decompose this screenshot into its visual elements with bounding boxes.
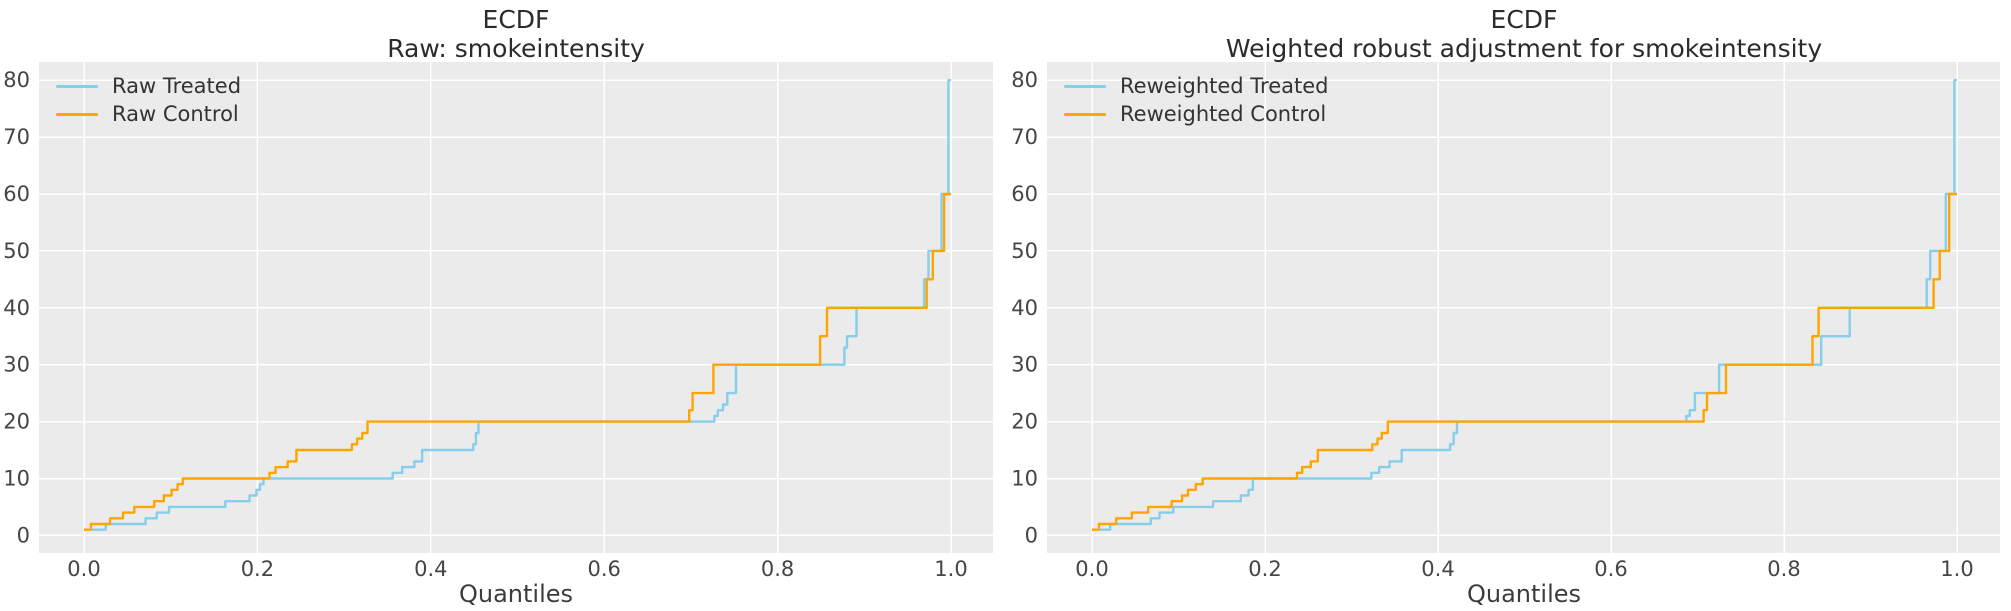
- legend-label-raw-control: Raw Control: [112, 102, 239, 126]
- y-tick-label: 20: [1011, 410, 1038, 434]
- legend-swatch-reweighted-control: [1064, 112, 1106, 116]
- left-chart-title: ECDF: [482, 5, 550, 34]
- legend-label-reweighted-control: Reweighted Control: [1120, 102, 1327, 126]
- x-tick-label: 0.0: [1075, 557, 1108, 581]
- legend-item-reweighted-control: Reweighted Control: [1064, 100, 1328, 128]
- x-tick-label: 0.6: [1594, 557, 1627, 581]
- raw-treated-line: [84, 79, 951, 531]
- right-chart-title: ECDF: [1490, 5, 1558, 34]
- y-tick-label: 50: [1011, 239, 1038, 263]
- x-tick-label: 1.0: [1940, 557, 1973, 581]
- left-chart-subtitle: Raw: smokeintensity: [387, 34, 645, 63]
- x-tick-label: 0.2: [1248, 557, 1281, 581]
- right-chart-legend: Reweighted Treated Reweighted Control: [1064, 72, 1328, 128]
- raw-control-line: [84, 192, 951, 531]
- y-tick-label: 30: [3, 353, 30, 377]
- reweighted-control-line: [1092, 192, 1957, 531]
- x-tick-label: 0.4: [1421, 557, 1454, 581]
- y-tick-label: 50: [3, 239, 30, 263]
- x-tick-label: 0.4: [414, 557, 447, 581]
- y-tick-label: 80: [3, 68, 30, 92]
- y-tick-label: 70: [3, 125, 30, 149]
- x-tick-label: 0.0: [67, 557, 100, 581]
- right-x-axis-label: Quantiles: [1466, 580, 1582, 608]
- left-chart-title-block: ECDF Raw: smokeintensity: [66, 5, 966, 63]
- y-tick-label: 20: [3, 410, 30, 434]
- y-tick-label: 60: [3, 182, 30, 206]
- legend-item-raw-control: Raw Control: [56, 100, 241, 128]
- y-tick-label: 60: [1011, 182, 1038, 206]
- legend-swatch-raw-treated: [56, 84, 98, 88]
- x-tick-label: 0.8: [1767, 557, 1800, 581]
- y-tick-label: 40: [1011, 296, 1038, 320]
- left-chart: 0.0 0.2 0.4 0.6 0.8 1.0 0 10 20 30 40 50 60 70 80: [3, 62, 993, 581]
- x-tick-label: 1.0: [934, 557, 967, 581]
- x-tick-label: 0.6: [587, 557, 620, 581]
- y-tick-label: 40: [3, 296, 30, 320]
- legend-swatch-raw-control: [56, 112, 98, 116]
- legend-label-raw-treated: Raw Treated: [112, 74, 242, 98]
- y-tick-label: 0: [17, 523, 30, 547]
- y-tick-label: 10: [1011, 467, 1038, 491]
- legend-item-reweighted-treated: Reweighted Treated: [1064, 72, 1328, 100]
- right-chart-title-block: ECDF Weighted robust adjustment for smok…: [1074, 5, 1974, 63]
- y-tick-label: 80: [1011, 68, 1038, 92]
- legend-label-reweighted-treated: Reweighted Treated: [1120, 74, 1329, 98]
- left-chart-legend: Raw Treated Raw Control: [56, 72, 241, 128]
- y-tick-label: 0: [1025, 523, 1038, 547]
- x-tick-label: 0.8: [761, 557, 794, 581]
- y-tick-label: 10: [3, 467, 30, 491]
- left-x-axis-label: Quantiles: [458, 580, 574, 608]
- right-chart-subtitle: Weighted robust adjustment for smokeinte…: [1225, 34, 1823, 63]
- y-tick-label: 70: [1011, 125, 1038, 149]
- legend-swatch-reweighted-treated: [1064, 84, 1106, 88]
- x-tick-label: 0.2: [241, 557, 274, 581]
- y-tick-label: 30: [1011, 353, 1038, 377]
- right-chart: 0.0 0.2 0.4 0.6 0.8 1.0 0 10 20 30 40 50 60 70 80: [1011, 62, 2000, 581]
- legend-item-raw-treated: Raw Treated: [56, 72, 241, 100]
